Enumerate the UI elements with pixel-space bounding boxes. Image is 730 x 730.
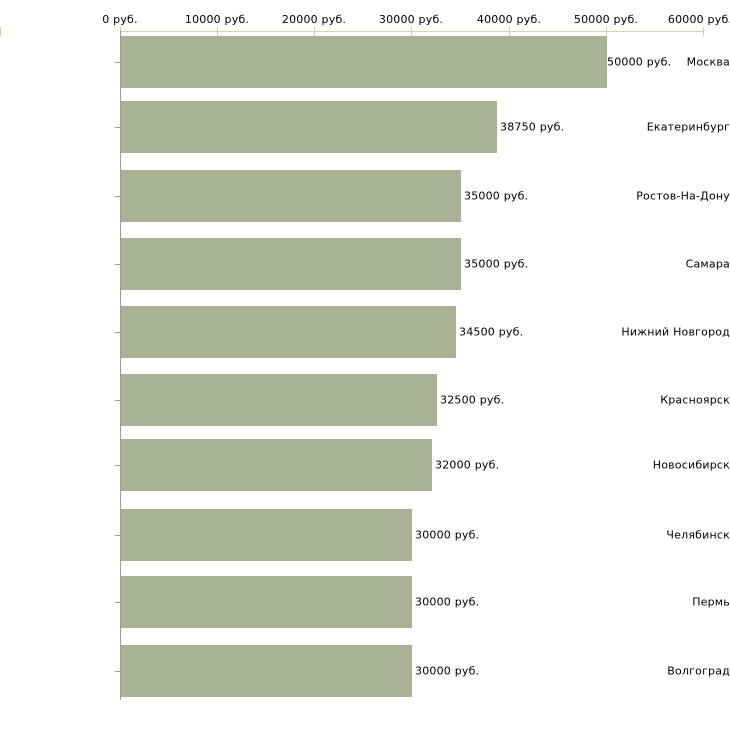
category-label-4: Нижний Новгород <box>621 325 730 339</box>
x-tick-mark-60000 <box>703 27 704 36</box>
bar-value-label-9: 30000 руб. <box>415 664 480 678</box>
bar-2 <box>121 170 461 222</box>
category-label-1: Екатеринбург <box>646 120 730 134</box>
bar-value-label-7: 30000 руб. <box>415 528 480 542</box>
y-tick-mark-7 <box>115 535 120 536</box>
x-tick-mark-10000 <box>217 27 218 36</box>
x-tick-label-10000: 10000 руб. <box>184 13 250 26</box>
y-tick-mark-8 <box>115 602 120 603</box>
x-tick-label-40000: 40000 руб. <box>476 13 542 26</box>
category-label-9: Волгоград <box>667 664 730 678</box>
y-tick-mark-6 <box>115 465 120 466</box>
y-tick-mark-2 <box>115 196 120 197</box>
bar-value-label-6: 32000 руб. <box>435 458 500 472</box>
category-label-3: Самара <box>685 257 730 271</box>
category-label-0: Москва <box>686 55 730 69</box>
bar-0 <box>121 36 607 88</box>
x-tick-mark-40000 <box>509 27 510 36</box>
category-label-6: Новосибирск <box>652 458 730 472</box>
bar-value-label-5: 32500 руб. <box>440 393 505 407</box>
x-tick-label-20000: 20000 руб. <box>281 13 347 26</box>
x-tick-label-50000: 50000 руб. <box>573 13 639 26</box>
y-tick-mark-4 <box>115 332 120 333</box>
category-label-8: Пермь <box>692 595 730 609</box>
x-tick-mark-30000 <box>411 27 412 36</box>
x-tick-mark-20000 <box>314 27 315 36</box>
y-tick-mark-5 <box>115 400 120 401</box>
bar-5 <box>121 374 437 426</box>
category-label-7: Челябинск <box>666 528 730 542</box>
x-tick-label-60000: 60000 руб. <box>667 13 730 26</box>
bar-7 <box>121 509 412 561</box>
category-label-2: Ростов-На-Дону <box>636 189 730 203</box>
bar-value-label-1: 38750 руб. <box>500 120 565 134</box>
y-tick-mark-3 <box>115 264 120 265</box>
bar-value-label-3: 35000 руб. <box>464 257 529 271</box>
category-label-5: Красноярск <box>660 393 730 407</box>
bar-6 <box>121 439 432 491</box>
bar-3 <box>121 238 461 290</box>
y-tick-mark-1 <box>115 127 120 128</box>
bar-4 <box>121 306 456 358</box>
bar-9 <box>121 645 412 697</box>
x-tick-mark-50000 <box>606 27 607 36</box>
bar-1 <box>121 101 497 153</box>
x-tick-label-0: 0 руб. <box>102 13 138 26</box>
x-tick-label-30000: 30000 руб. <box>378 13 444 26</box>
y-tick-mark-9 <box>115 671 120 672</box>
y-axis-line <box>120 31 121 700</box>
y-tick-mark-0 <box>115 62 120 63</box>
bar-value-label-8: 30000 руб. <box>415 595 480 609</box>
bar-value-label-2: 35000 руб. <box>464 189 529 203</box>
bar-8 <box>121 576 412 628</box>
bar-value-label-0: 50000 руб. <box>607 55 672 69</box>
bar-value-label-4: 34500 руб. <box>459 325 524 339</box>
